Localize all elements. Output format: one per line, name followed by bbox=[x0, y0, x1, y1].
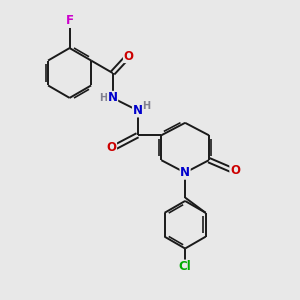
Text: O: O bbox=[230, 164, 240, 177]
Text: N: N bbox=[133, 104, 142, 117]
Text: Cl: Cl bbox=[179, 260, 191, 273]
Text: N: N bbox=[108, 92, 118, 104]
Text: N: N bbox=[180, 166, 190, 179]
Text: H: H bbox=[142, 101, 151, 111]
Text: O: O bbox=[124, 50, 134, 62]
Text: O: O bbox=[106, 141, 116, 154]
Text: F: F bbox=[66, 14, 74, 27]
Text: H: H bbox=[100, 93, 108, 103]
